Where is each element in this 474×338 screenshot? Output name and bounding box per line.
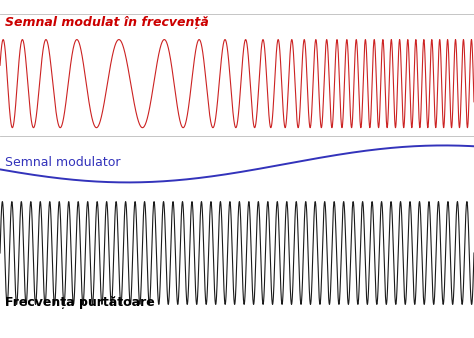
Text: Frecvența purtătoare: Frecvența purtătoare — [5, 296, 155, 309]
Text: Semnal modulat în frecvență: Semnal modulat în frecvență — [5, 16, 209, 29]
Text: Semnal modulator: Semnal modulator — [5, 156, 120, 169]
